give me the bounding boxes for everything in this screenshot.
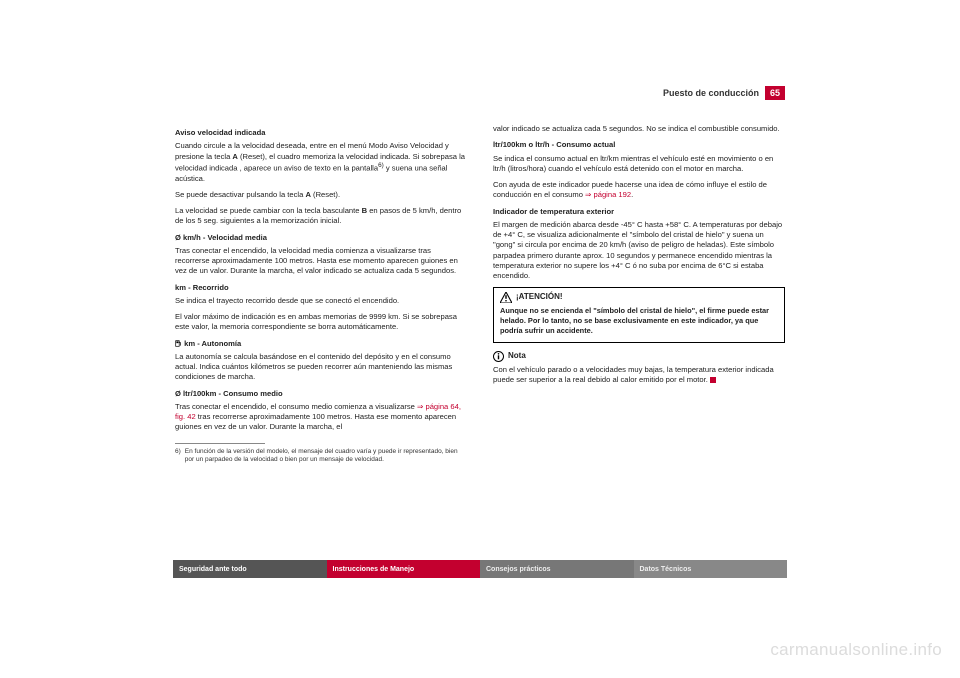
text: La velocidad se puede cambiar con la tec… [175,206,362,215]
warning-box: ¡ATENCIÓN! Aunque no se encienda el "sím… [493,287,785,343]
para-temp: El margen de medición abarca desde -45° … [493,220,785,282]
section-title: Puesto de conducción [663,88,759,98]
heading-recorrido: km - Recorrido [175,283,467,293]
text: Tras conectar el encendido, el consumo m… [175,402,417,411]
warning-title: ¡ATENCIÓN! [516,292,563,303]
para-consumo-2: Con ayuda de este indicador puede hacers… [493,180,785,201]
header-bar: Puesto de conducción 65 [0,86,960,100]
tab-seguridad: Seguridad ante todo [173,560,327,578]
text: Con el vehículo parado o a velocidades m… [493,365,774,384]
para-recorrido-1: Se indica el trayecto recorrido desde qu… [175,296,467,306]
content-area: Aviso velocidad indicada Cuando circule … [175,124,785,548]
note-title: Nota [508,351,526,362]
para-aviso-3: La velocidad se puede cambiar con la tec… [175,206,467,227]
manual-page: Puesto de conducción 65 Aviso velocidad … [0,0,960,678]
heading-autonomia: km - Autonomía [175,339,467,349]
watermark: carmanualsonline.info [770,640,942,660]
warning-text: Aunque no se encienda el "símbolo del cr… [500,306,778,336]
footnote: 6) En función de la versión del modelo, … [175,448,467,465]
footnote-rule [175,443,265,444]
para-recorrido-2: El valor máximo de indicación es en amba… [175,312,467,333]
text: . [631,190,633,199]
tab-consejos: Consejos prácticos [480,560,634,578]
warning-header: ¡ATENCIÓN! [500,292,778,303]
heading-aviso-velocidad: Aviso velocidad indicada [175,128,467,138]
footer-tabs: Seguridad ante todo Instrucciones de Man… [173,560,787,578]
footnote-mark: 6) [175,448,181,465]
para-consumo-1: Se indica el consumo actual en ltr/km mi… [493,154,785,175]
para-aviso-2: Se puede desactivar pulsando la tecla A … [175,190,467,200]
column-left: Aviso velocidad indicada Cuando circule … [175,124,467,548]
fuel-pump-icon [175,340,182,347]
para-cont: valor indicado se actualiza cada 5 segun… [493,124,785,134]
warning-triangle-icon [500,292,512,303]
text: (Reset). [311,190,340,199]
text: Se puede desactivar pulsando la tecla [175,190,305,199]
heading-temp-exterior: Indicador de temperatura exterior [493,207,785,217]
para-aviso-1: Cuando circule a la velocidad deseada, e… [175,141,467,184]
text: tras recorrerse aproximadamente 100 metr… [175,412,456,431]
note-header: Nota [493,351,785,362]
footnote-text: En función de la versión del modelo, el … [185,448,467,465]
text: km - Autonomía [182,339,241,348]
para-consumo-medio: Tras conectar el encendido, el consumo m… [175,402,467,433]
info-icon [493,351,504,362]
page-reference: ⇒ página 192 [585,190,631,199]
para-velmedia: Tras conectar el encendido, la velocidad… [175,246,467,277]
note-text: Con el vehículo parado o a velocidades m… [493,365,785,386]
para-autonomia: La autonomía se calcula basándose en el … [175,352,467,383]
heading-velocidad-media: Ø km/h - Velocidad media [175,233,467,243]
heading-consumo-medio: Ø ltr/100km - Consumo medio [175,389,467,399]
end-marker-icon [710,377,716,383]
tab-datos: Datos Técnicos [634,560,788,578]
tab-instrucciones: Instrucciones de Manejo [327,560,481,578]
column-right: valor indicado se actualiza cada 5 segun… [493,124,785,548]
heading-consumo-actual: ltr/100km o ltr/h - Consumo actual [493,140,785,150]
page-number: 65 [765,86,785,100]
